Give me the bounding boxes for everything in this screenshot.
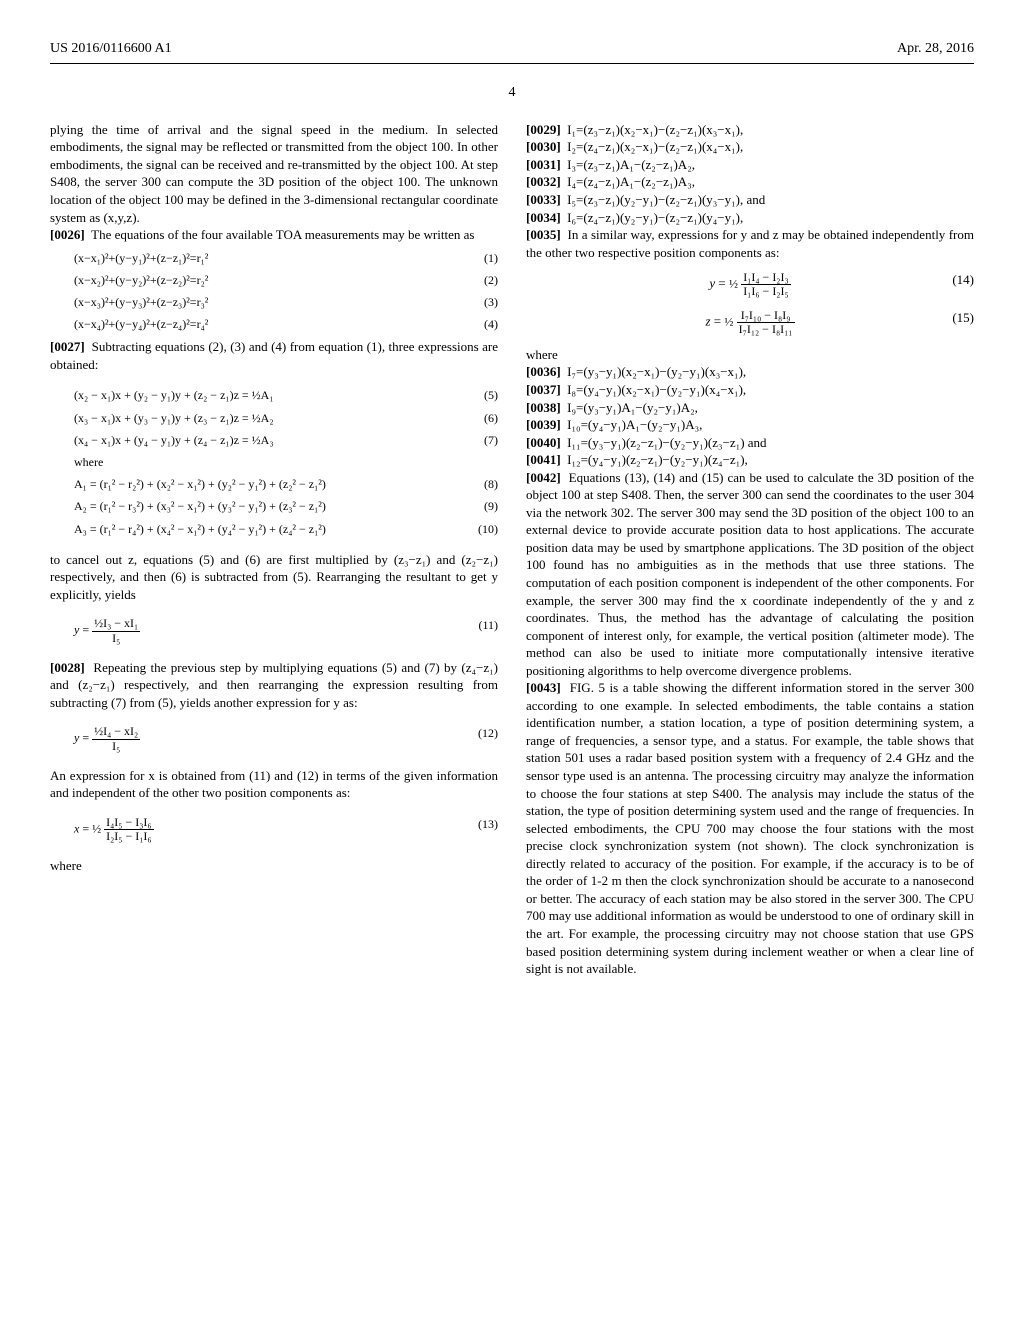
para-ref: [0035] [526,227,561,242]
page-header: US 2016/0116600 A1 Apr. 28, 2016 [50,40,974,64]
left-column: plying the time of arrival and the signa… [50,121,498,978]
definition-line: [0040] I₁₁=(y₃−y₁)(z₂−z₁)−(y₂−y₁)(z₃−z₁)… [526,434,974,452]
para-ref: [0042] [526,470,561,485]
paragraph: plying the time of arrival and the signa… [50,121,498,226]
two-column-layout: plying the time of arrival and the signa… [50,121,974,978]
pub-number: US 2016/0116600 A1 [50,40,172,59]
paragraph: [0027] Subtracting equations (2), (3) an… [50,338,498,373]
equation: A₃ = (r₁² − r₄²) + (x₄² − x₁²) + (y₄² − … [74,521,498,537]
equation: x = ½ I₄I₅ − I₃I₆I₂I₅ − I₁I₆ (13) [74,816,498,843]
para-text: Repeating the previous step by multiplyi… [50,660,498,710]
para-ref: [0028] [50,660,85,675]
paragraph: An expression for x is obtained from (11… [50,767,498,802]
equation: (x−x₄)²+(y−y₄)²+(z−z₄)²=r₄²(4) [74,316,498,332]
where-label: where [526,346,974,364]
equation: (x−x₃)²+(y−y₃)²+(z−z₃)²=r₃²(3) [74,294,498,310]
where-label: where [74,454,498,470]
paragraph: to cancel out z, equations (5) and (6) a… [50,551,498,604]
definition-line: [0033] I₅=(z₃−z₁)(y₂−y₁)−(z₂−z₁)(y₃−y₁),… [526,191,974,209]
definition-line: [0032] I₄=(z₄−z₁)A₁−(z₂−z₁)A₃, [526,173,974,191]
definition-line: [0034] I₆=(z₄−z₁)(y₂−y₁)−(z₂−z₁)(y₄−y₁), [526,209,974,227]
paragraph: [0035] In a similar way, expressions for… [526,226,974,261]
definition-line: [0039] I₁₀=(y₄−y₁)A₁−(y₂−y₁)A₃, [526,416,974,434]
definition-line: [0038] I₉=(y₃−y₁)A₁−(y₂−y₁)A₂, [526,399,974,417]
paragraph: [0026] The equations of the four availab… [50,226,498,244]
equation: y = ½I₃ − xI₁I₅ (11) [74,617,498,644]
equation: A₁ = (r₁² − r₂²) + (x₂² − x₁²) + (y₂² − … [74,476,498,492]
para-text: Equations (13), (14) and (15) can be use… [526,470,974,678]
equation: y = ½ I₁I₄ − I₂I₃I₁I₆ − I₂I₅ (14) [526,271,974,298]
para-ref: [0043] [526,680,561,695]
equation: (x−x₂)²+(y−y₂)²+(z−z₂)²=r₂²(2) [74,272,498,288]
para-ref: [0026] [50,227,85,242]
equation: z = ½ I₇I₁₀ − I₈I₉I₇I₁₂ − I₈I₁₁ (15) [526,309,974,336]
para-text: In a similar way, expressions for y and … [526,227,974,260]
equation: A₂ = (r₁² − r₃²) + (x₃² − x₁²) + (y₃² − … [74,498,498,514]
equation: (x−x₁)²+(y−y₁)²+(z−z₁)²=r₁²(1) [74,250,498,266]
definition-line: [0031] I₃=(z₃−z₁)A₁−(z₂−z₁)A₂, [526,156,974,174]
equation: (x₄ − x₁)x + (y₄ − y₁)y + (z₄ − z₁)z = ½… [74,432,498,448]
para-ref: [0027] [50,339,85,354]
paragraph: [0042] Equations (13), (14) and (15) can… [526,469,974,680]
definition-line: [0037] I₈=(y₄−y₁)(x₂−x₁)−(y₂−y₁)(x₄−x₁), [526,381,974,399]
paragraph: [0043] FIG. 5 is a table showing the dif… [526,679,974,977]
equation: (x₂ − x₁)x + (y₂ − y₁)y + (z₂ − z₁)z = ½… [74,387,498,403]
equation: y = ½I₄ − xI₂I₅ (12) [74,725,498,752]
para-text: Subtracting equations (2), (3) and (4) f… [50,339,498,372]
definition-line: [0041] I₁₂=(y₄−y₁)(z₂−z₁)−(y₂−y₁)(z₄−z₁)… [526,451,974,469]
definition-line: [0029] I₁=(z₃−z₁)(x₂−x₁)−(z₂−z₁)(x₃−x₁), [526,121,974,139]
equation: (x₃ − x₁)x + (y₃ − y₁)y + (z₃ − z₁)z = ½… [74,410,498,426]
page-number: 4 [50,84,974,103]
right-column: [0029] I₁=(z₃−z₁)(x₂−x₁)−(z₂−z₁)(x₃−x₁),… [526,121,974,978]
paragraph: [0028] Repeating the previous step by mu… [50,659,498,712]
para-text: FIG. 5 is a table showing the different … [526,680,974,976]
definition-line: [0036] I₇=(y₃−y₁)(x₂−x₁)−(y₂−y₁)(x₃−x₁), [526,363,974,381]
pub-date: Apr. 28, 2016 [897,40,974,59]
definition-line: [0030] I₂=(z₄−z₁)(x₂−x₁)−(z₂−z₁)(x₄−x₁), [526,138,974,156]
where-label: where [50,857,498,875]
para-text: The equations of the four available TOA … [91,227,474,242]
